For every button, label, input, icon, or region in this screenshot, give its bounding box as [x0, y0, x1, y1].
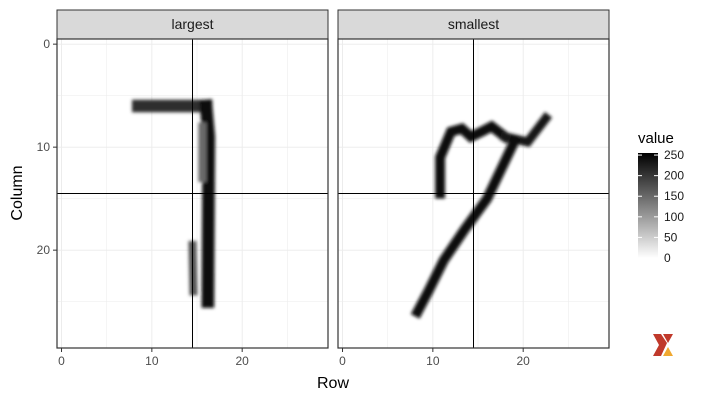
x-tick-label: 0	[339, 354, 346, 368]
facet-label-smallest: smallest	[448, 16, 499, 32]
facet-strip-largest	[56, 9, 329, 40]
x-tick-label: 0	[58, 354, 65, 368]
y-axis-title: Column	[9, 165, 26, 220]
legend-tick-label: 200	[664, 169, 684, 183]
panel-border-largest	[56, 38, 329, 349]
digit-image-smallest	[410, 111, 553, 319]
x-tick-label: 20	[517, 354, 531, 368]
digit-stroke	[410, 135, 521, 319]
panel-border-smallest	[337, 38, 610, 349]
facet-strip-smallest	[337, 9, 610, 40]
facet-label-largest: largest	[171, 16, 213, 32]
digit-stroke	[435, 120, 513, 199]
x-tick-label: 10	[145, 354, 159, 368]
legend-tick-label: 100	[664, 210, 684, 224]
legend-tick-label: 250	[664, 148, 684, 162]
x-axis-title: Row	[317, 375, 349, 392]
digit-stroke	[199, 99, 216, 308]
y-tick-label: 20	[37, 243, 51, 257]
x-tick-label: 20	[236, 354, 250, 368]
legend-tick-label: 0	[664, 251, 671, 265]
y-tick-label: 10	[37, 140, 51, 154]
legend-tick-label: 150	[664, 189, 684, 203]
legend-tick-label: 50	[664, 230, 678, 244]
x-tick-label: 10	[426, 354, 440, 368]
legend: value 0 50 100 150 200 250	[638, 130, 684, 265]
x-logo	[653, 334, 673, 356]
legend-title: value	[638, 130, 674, 147]
legend-colorbar	[638, 153, 658, 258]
y-tick-label: 0	[43, 37, 50, 51]
